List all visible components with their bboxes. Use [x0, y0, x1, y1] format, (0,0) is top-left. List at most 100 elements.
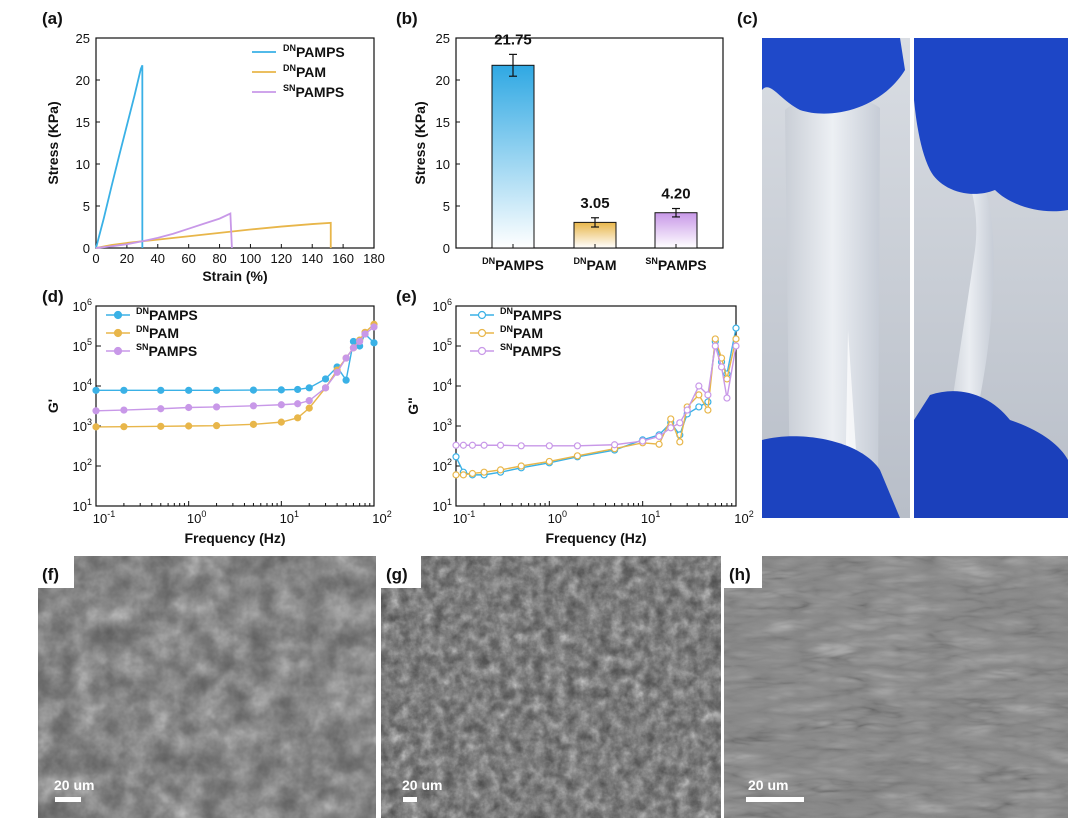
x-tick-label: 120 [270, 251, 292, 266]
plot-frame [95, 37, 375, 249]
x-tick-label: DNPAM [573, 256, 616, 273]
data-point-sn-pamps [249, 402, 258, 410]
y-tick-label: 15 [436, 115, 450, 130]
data-point-dn-pamps [321, 375, 330, 383]
data-point-dn-pam [655, 440, 663, 448]
x-tick-label: 40 [151, 251, 165, 266]
series-line-dn-pam [95, 221, 332, 249]
data-point-dn-pam [695, 391, 703, 399]
y-tick-label: 106 [433, 297, 452, 314]
data-label: 4.20 [661, 186, 690, 203]
legend-marker [477, 328, 487, 338]
data-point-sn-pamps [676, 419, 684, 427]
data-point-dn-pam [676, 438, 684, 446]
y-tick-label: 0 [83, 241, 90, 256]
storage-modulus-chart: 10-1 100 101 102 101 102 103 104 105 106 Frequency… [45, 297, 392, 546]
data-point-dn-pam [468, 469, 477, 478]
y-tick-label: 101 [433, 497, 452, 514]
x-tick-label: 10-1 [93, 509, 115, 526]
y-tick-label: 25 [436, 31, 450, 46]
y-tick-label: 5 [83, 199, 90, 214]
stress-strain-chart: 0 20 40 60 80 100 120 140 160 180 0 5 10 15 20 25 Strain… [45, 31, 385, 284]
data-point-dn-pam [480, 468, 488, 476]
data-point-sn-pamps [573, 442, 582, 450]
panel-label-e: (e) [396, 287, 417, 306]
y-tick-label: 102 [73, 457, 92, 474]
data-point-sn-pamps [342, 354, 350, 362]
data-point-dn-pamps [92, 386, 100, 394]
plot-frame [455, 305, 737, 507]
stress-bar-chart: 0 5 10 15 20 25 Stress (KPa) 21.75 DNPAMPS 3.05 DN… [412, 31, 724, 273]
data-point-dn-pam [732, 335, 740, 343]
data-point-sn-pamps [717, 363, 726, 371]
panel-label-b: (b) [396, 9, 418, 28]
series-line-dn-pamps [95, 64, 144, 249]
x-axis-label: Strain (%) [202, 268, 267, 284]
legend-label: DNPAM [136, 324, 179, 341]
sem-image-g: (g) 20 um [381, 556, 721, 818]
data-point-dn-pamps [342, 376, 350, 384]
legend-label: SNPAMPS [283, 83, 344, 100]
x-tick-label: 0 [92, 251, 99, 266]
data-point-sn-pamps [212, 403, 221, 411]
data-point-dn-pamps [695, 403, 703, 411]
data-point-sn-pamps [667, 424, 675, 432]
hydrogel-photo [762, 38, 1068, 518]
bar [654, 212, 698, 249]
x-tick-label: 101 [280, 509, 299, 526]
data-point-dn-pamps [249, 386, 258, 394]
series-line-sn-pamps [456, 345, 737, 447]
data-point-sn-pamps [545, 442, 553, 450]
x-tick-label: SNPAMPS [645, 256, 706, 273]
data-point-dn-pamps [294, 385, 302, 394]
data-point-sn-pamps [517, 442, 525, 450]
x-tick-label: 60 [181, 251, 195, 266]
data-point-dn-pam [92, 423, 100, 431]
y-tick-label: 20 [436, 73, 450, 88]
series-line-dn-pam [95, 323, 375, 428]
y-tick-label: 5 [443, 199, 450, 214]
data-point-dn-pamps [157, 386, 165, 394]
legend-label: DNPAM [283, 63, 326, 80]
y-axis-label: G" [405, 397, 421, 415]
y-tick-label: 102 [433, 457, 452, 474]
y-tick-label: 101 [73, 497, 92, 514]
panel-label-h: (h) [729, 565, 751, 584]
y-tick-label: 103 [433, 417, 452, 434]
x-tick-label: 180 [363, 251, 385, 266]
y-tick-label: 106 [73, 297, 92, 314]
x-tick-label: 100 [548, 509, 567, 526]
data-point-dn-pamps [452, 453, 460, 461]
y-tick-label: 105 [73, 337, 92, 354]
data-point-sn-pamps [480, 441, 488, 449]
x-tick-label: 10-1 [453, 509, 475, 526]
data-point-dn-pam [517, 462, 525, 470]
data-point-dn-pamps [185, 386, 193, 394]
data-point-sn-pamps [683, 406, 691, 414]
data-point-dn-pam [185, 422, 193, 430]
series-line-dn-pam [456, 338, 737, 476]
legend-marker [477, 346, 487, 356]
legend-label: DNPAMPS [500, 306, 562, 323]
data-point-dn-pam [249, 420, 258, 428]
x-tick-label: 80 [212, 251, 226, 266]
scale-bar-label-h: 20 um [748, 777, 788, 793]
x-tick-label: DNPAMPS [482, 256, 544, 273]
x-tick-label: 102 [372, 509, 391, 526]
data-point-dn-pam [212, 422, 221, 430]
y-tick-label: 105 [433, 337, 452, 354]
legend-label: DNPAMPS [283, 43, 345, 60]
legend-label: DNPAM [500, 324, 543, 341]
x-tick-label: 102 [734, 509, 753, 526]
data-point-dn-pamps [277, 386, 285, 394]
data-point-dn-pam [496, 466, 505, 474]
series-line-sn-pamps [95, 326, 375, 412]
data-point-dn-pam [545, 457, 553, 466]
data-point-sn-pamps [294, 400, 302, 408]
scale-bar-label-g: 20 um [402, 777, 442, 793]
data-label: 21.75 [494, 31, 532, 48]
data-point-sn-pamps [655, 432, 663, 440]
data-point-dn-pamps [120, 386, 128, 394]
data-point-sn-pamps [157, 405, 165, 413]
